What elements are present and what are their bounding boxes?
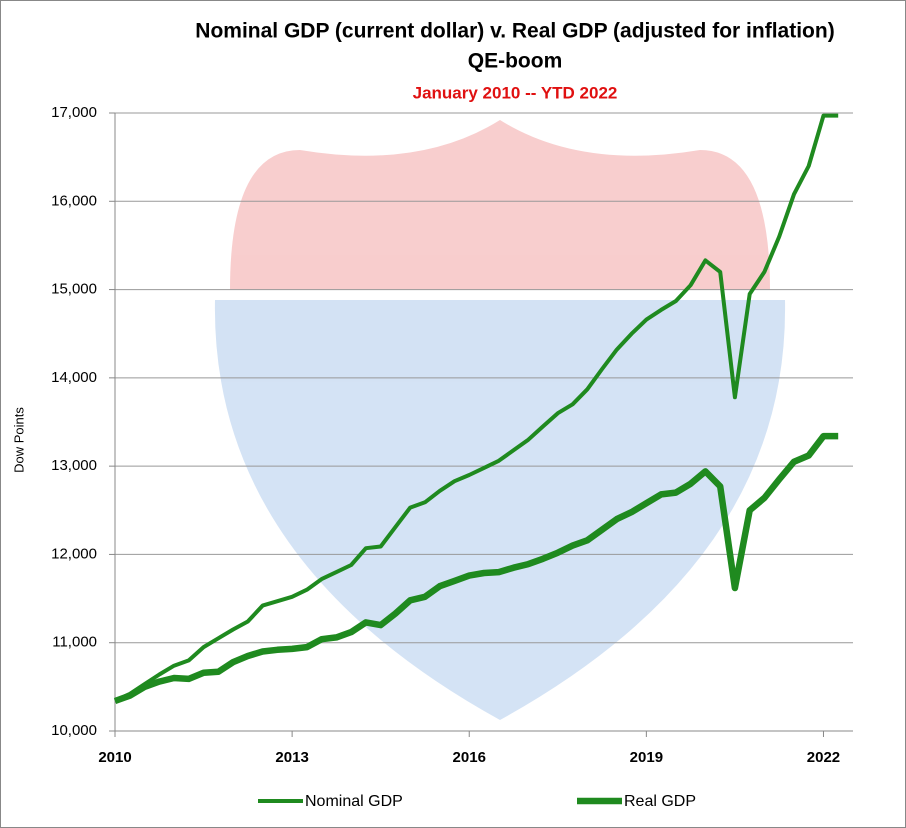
x-tick-label: 2022 — [807, 749, 840, 766]
chart-subtitle: January 2010 -- YTD 2022 — [413, 83, 618, 102]
y-tick-label: 11,000 — [52, 634, 97, 651]
x-tick-label: 2010 — [98, 749, 131, 766]
shield-top — [230, 120, 770, 290]
y-tick-label: 17,000 — [51, 104, 97, 121]
data-line — [113, 432, 839, 705]
legend-label: Nominal GDP — [305, 793, 403, 810]
chart-title: Nominal GDP (current dollar) v. Real GDP… — [195, 20, 834, 43]
y-tick-label: 16,000 — [51, 192, 97, 209]
watermark — [214, 120, 786, 720]
x-tick-label: 2016 — [453, 749, 486, 766]
data-line — [114, 113, 839, 703]
chart-title: QE-boom — [468, 50, 563, 73]
y-tick-label: 15,000 — [51, 281, 97, 298]
y-tick-label: 12,000 — [51, 545, 97, 562]
legend-label: Real GDP — [624, 793, 696, 810]
y-tick-label: 14,000 — [51, 369, 97, 386]
y-tick-label: 13,000 — [51, 457, 97, 474]
x-tick-label: 2013 — [275, 749, 308, 766]
y-tick-label: 10,000 — [51, 722, 97, 739]
x-tick-label: 2019 — [630, 749, 663, 766]
y-axis-label: Dow Points — [11, 407, 26, 473]
shield-bottom — [214, 300, 786, 720]
